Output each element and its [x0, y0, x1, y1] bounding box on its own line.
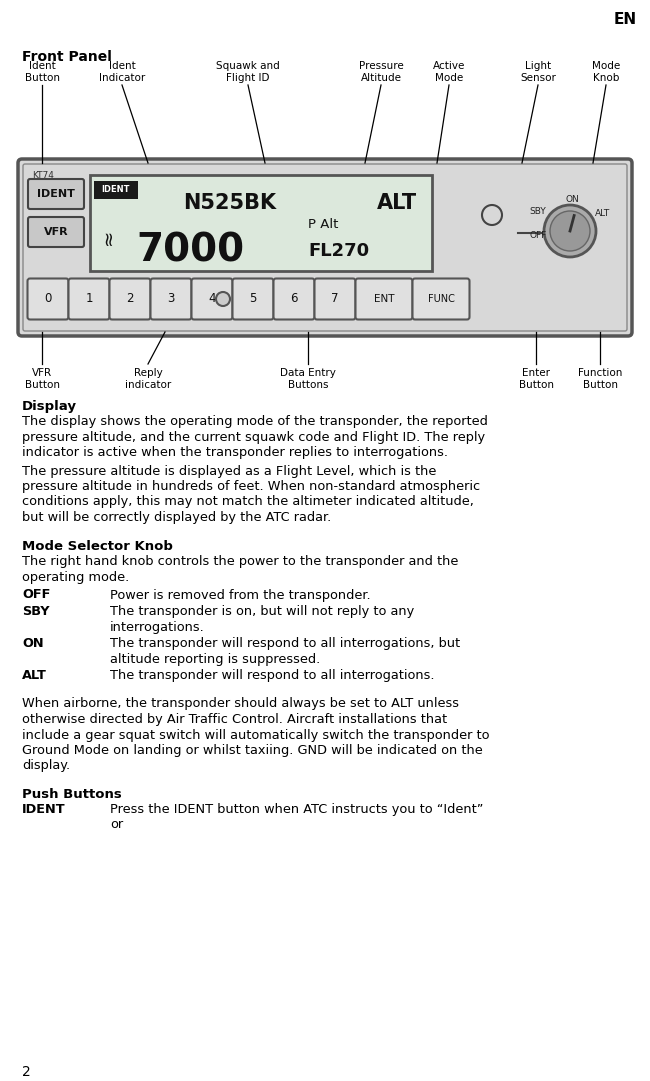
- Text: ≈: ≈: [99, 229, 118, 245]
- Text: ALT: ALT: [377, 193, 417, 213]
- Text: IDENT: IDENT: [22, 803, 66, 816]
- FancyBboxPatch shape: [151, 279, 192, 320]
- FancyBboxPatch shape: [27, 279, 68, 320]
- Text: The pressure altitude is displayed as a Flight Level, which is the: The pressure altitude is displayed as a …: [22, 465, 436, 478]
- Bar: [90, 175, 432, 271]
- Text: altitude reporting is suppressed.: altitude reporting is suppressed.: [110, 653, 320, 666]
- Text: 4: 4: [208, 293, 216, 306]
- Text: conditions apply, this may not match the altimeter indicated altitude,: conditions apply, this may not match the…: [22, 495, 474, 508]
- Text: or: or: [110, 818, 123, 831]
- Text: otherwise directed by Air Traffic Control. Aircraft installations that: otherwise directed by Air Traffic Contro…: [22, 713, 447, 726]
- Circle shape: [216, 292, 230, 306]
- Text: IDENT: IDENT: [102, 186, 130, 195]
- Text: Push Buttons: Push Buttons: [22, 788, 122, 801]
- Text: display.: display.: [22, 760, 70, 773]
- Text: 3: 3: [167, 293, 175, 306]
- Text: 7: 7: [332, 293, 339, 306]
- Text: pressure altitude, and the current squawk code and Flight ID. The reply: pressure altitude, and the current squaw…: [22, 430, 485, 443]
- Text: IDENT: IDENT: [37, 189, 75, 199]
- Text: ON: ON: [22, 637, 44, 650]
- Text: 0: 0: [44, 293, 52, 306]
- Text: Light
Sensor: Light Sensor: [520, 61, 556, 83]
- Text: ENT: ENT: [374, 294, 395, 304]
- FancyBboxPatch shape: [109, 279, 151, 320]
- Text: When airborne, the transponder should always be set to ALT unless: When airborne, the transponder should al…: [22, 697, 459, 710]
- Text: 6: 6: [291, 293, 298, 306]
- Text: FUNC: FUNC: [428, 294, 454, 304]
- Text: ALT: ALT: [595, 209, 610, 217]
- FancyBboxPatch shape: [28, 179, 84, 209]
- Text: Ground Mode on landing or whilst taxiing. GND will be indicated on the: Ground Mode on landing or whilst taxiing…: [22, 744, 483, 757]
- Text: OFF: OFF: [529, 230, 547, 240]
- Text: Enter
Button: Enter Button: [519, 368, 554, 390]
- Text: ON: ON: [565, 195, 579, 203]
- Text: operating mode.: operating mode.: [22, 571, 129, 584]
- Text: interrogations.: interrogations.: [110, 620, 205, 633]
- Text: Press the IDENT button when ATC instructs you to “Ident”: Press the IDENT button when ATC instruct…: [110, 803, 484, 816]
- Text: ALT: ALT: [22, 669, 47, 682]
- Text: SBY: SBY: [530, 206, 547, 215]
- Text: Mode Selector Knob: Mode Selector Knob: [22, 540, 173, 553]
- Text: 2: 2: [22, 1065, 31, 1079]
- FancyBboxPatch shape: [23, 164, 627, 331]
- FancyBboxPatch shape: [28, 217, 84, 246]
- FancyBboxPatch shape: [233, 279, 274, 320]
- Text: 1: 1: [85, 293, 93, 306]
- Circle shape: [550, 211, 590, 251]
- Text: Squawk and
Flight ID: Squawk and Flight ID: [216, 61, 280, 83]
- Circle shape: [544, 205, 596, 257]
- Text: Pressure
Altitude: Pressure Altitude: [359, 61, 404, 83]
- Text: N525BK: N525BK: [183, 193, 276, 213]
- Text: Display: Display: [22, 400, 77, 413]
- Text: The right hand knob controls the power to the transponder and the: The right hand knob controls the power t…: [22, 556, 458, 569]
- FancyBboxPatch shape: [413, 279, 469, 320]
- Text: EN: EN: [614, 12, 637, 27]
- Text: FL270: FL270: [308, 242, 369, 261]
- Text: Ident
Indicator: Ident Indicator: [99, 61, 145, 83]
- Text: Function
Button: Function Button: [578, 368, 622, 390]
- Text: VFR
Button: VFR Button: [25, 368, 60, 390]
- Text: Active
Mode: Active Mode: [433, 61, 465, 83]
- Text: 7000: 7000: [136, 231, 244, 269]
- Text: KT74: KT74: [32, 171, 54, 181]
- FancyBboxPatch shape: [356, 279, 413, 320]
- Text: The transponder will respond to all interrogations.: The transponder will respond to all inte…: [110, 669, 434, 682]
- FancyBboxPatch shape: [68, 279, 109, 320]
- Circle shape: [482, 205, 502, 225]
- Text: indicator is active when the transponder replies to interrogations.: indicator is active when the transponder…: [22, 446, 448, 459]
- Text: The transponder is on, but will not reply to any: The transponder is on, but will not repl…: [110, 605, 414, 618]
- Text: OFF: OFF: [22, 588, 51, 601]
- Text: Data Entry
Buttons: Data Entry Buttons: [280, 368, 336, 390]
- Text: 5: 5: [250, 293, 257, 306]
- FancyBboxPatch shape: [18, 159, 632, 336]
- Text: Mode
Knob: Mode Knob: [592, 61, 620, 83]
- Text: Ident
Button: Ident Button: [25, 61, 60, 83]
- Text: Power is removed from the transponder.: Power is removed from the transponder.: [110, 588, 370, 601]
- Text: VFR: VFR: [44, 227, 68, 237]
- Text: include a gear squat switch will automatically switch the transponder to: include a gear squat switch will automat…: [22, 729, 489, 742]
- Text: P Alt: P Alt: [308, 218, 339, 231]
- Text: Front Panel: Front Panel: [22, 50, 112, 64]
- FancyBboxPatch shape: [274, 279, 315, 320]
- Text: The transponder will respond to all interrogations, but: The transponder will respond to all inte…: [110, 637, 460, 650]
- Text: Reply
indicator: Reply indicator: [125, 368, 171, 390]
- FancyBboxPatch shape: [315, 279, 356, 320]
- Text: but will be correctly displayed by the ATC radar.: but will be correctly displayed by the A…: [22, 511, 332, 524]
- Text: SBY: SBY: [22, 605, 49, 618]
- Text: pressure altitude in hundreds of feet. When non-standard atmospheric: pressure altitude in hundreds of feet. W…: [22, 480, 480, 493]
- FancyBboxPatch shape: [192, 279, 233, 320]
- Text: The display shows the operating mode of the transponder, the reported: The display shows the operating mode of …: [22, 415, 488, 428]
- Text: 2: 2: [126, 293, 134, 306]
- Bar: [94, 181, 138, 199]
